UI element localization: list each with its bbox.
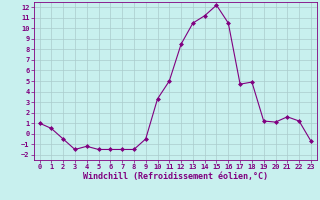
X-axis label: Windchill (Refroidissement éolien,°C): Windchill (Refroidissement éolien,°C) — [83, 172, 268, 181]
